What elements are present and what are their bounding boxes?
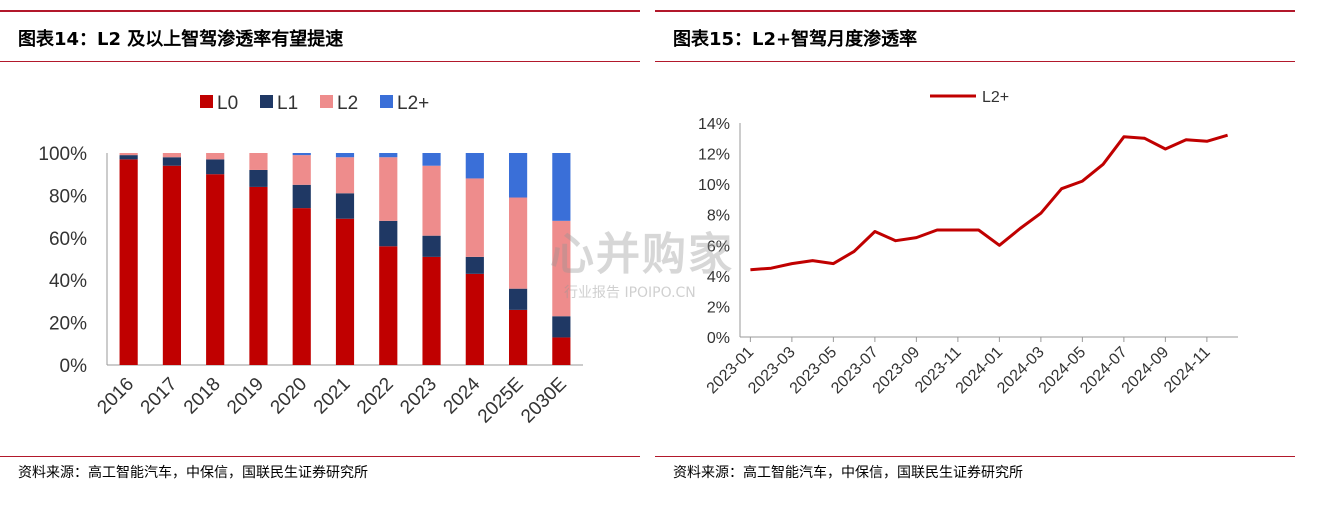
x-tick-label: 2022	[353, 374, 398, 419]
x-tick-label: 2017	[137, 374, 182, 419]
y-tick-label: 2%	[707, 299, 730, 316]
y-tick-label: 100%	[38, 144, 87, 165]
right-panel: 图表15：L2+智驾月度渗透率 0% 2% 4% 6% 8% 10% 12% 14% 2023-…	[655, 0, 1295, 510]
y-tick-label: 0%	[707, 330, 730, 347]
bar-segment-l2	[206, 153, 225, 160]
legend-swatch	[380, 95, 393, 108]
bar-segment-l2plus	[292, 153, 311, 156]
bar-segment-l2	[335, 157, 355, 194]
bar-segment-l1	[552, 316, 571, 338]
bar-segment-l2plus	[379, 153, 398, 158]
x-tick-label: 2024-11	[1161, 344, 1214, 397]
legend-swatch	[200, 95, 213, 108]
bar-segment-l2	[162, 153, 181, 158]
legend-label: L2+	[982, 89, 1009, 106]
bar-segment-l1	[249, 169, 268, 187]
bar-segment-l2	[509, 197, 528, 289]
bar-segment-l2plus	[465, 153, 484, 179]
bar-segment-l1	[292, 184, 311, 209]
y-tick-label: 4%	[707, 269, 730, 286]
bar-segment-l1	[162, 157, 181, 166]
stacked-bar-chart: 0%20%40%60%80%100%2016201720182019202020…	[38, 93, 583, 428]
bar-segment-l0	[206, 174, 225, 365]
x-tick-label: 2019	[223, 374, 268, 419]
bar-segment-l2plus	[552, 153, 571, 221]
legend-label: L1	[277, 93, 298, 114]
y-tick-label: 10%	[698, 177, 730, 194]
bar-segment-l0	[119, 159, 138, 365]
legend-label: L0	[217, 93, 238, 114]
bottom-rule	[0, 456, 640, 457]
source-note: 资料来源：高工智能汽车，中保信，国联民生证券研究所	[18, 465, 368, 481]
bar-segment-l1	[206, 159, 225, 175]
bar-segment-l1	[465, 256, 484, 274]
x-tick-label: 2016	[93, 374, 138, 419]
x-tick-label: 2021	[310, 374, 355, 419]
chart-title: 图表15：L2+智驾月度渗透率	[673, 29, 918, 50]
legend-label: L2+	[397, 93, 429, 114]
x-tick-label: 2025E	[474, 374, 528, 428]
chart-title: 图表14：L2 及以上智驾渗透率有望提速	[18, 29, 344, 50]
bar-segment-l0	[162, 165, 181, 365]
y-tick-label: 8%	[707, 208, 730, 225]
legend-label: L2	[337, 93, 358, 114]
bar-segment-l0	[552, 337, 571, 365]
bar-segment-l1	[119, 155, 138, 160]
x-tick-label: 2023	[396, 374, 441, 419]
legend-swatch	[320, 95, 333, 108]
x-tick-label: 2023-09	[870, 344, 924, 398]
x-tick-label: 2018	[180, 374, 225, 419]
bar-segment-l2plus	[422, 153, 441, 166]
x-tick-label: 2020	[267, 374, 312, 419]
x-tick-label: 2030E	[517, 374, 571, 428]
bar-segment-l2plus	[335, 153, 355, 158]
y-tick-label: 20%	[49, 314, 87, 335]
bar-segment-l1	[422, 235, 441, 257]
y-tick-label: 40%	[49, 271, 87, 292]
bar-segment-l0	[509, 309, 528, 365]
bar-segment-l0	[292, 208, 311, 365]
bar-segment-l1	[335, 193, 355, 219]
source-note: 资料来源：高工智能汽车，中保信，国联民生证券研究所	[673, 465, 1023, 481]
bar-segment-l2	[422, 165, 441, 236]
bottom-rule	[655, 456, 1295, 457]
y-tick-label: 12%	[698, 147, 730, 164]
bar-segment-l2	[249, 153, 268, 170]
x-tick-label: 2024-09	[1119, 344, 1173, 398]
bar-segment-l2	[119, 153, 138, 156]
bar-segment-l2	[379, 157, 398, 221]
y-tick-label: 0%	[60, 356, 88, 377]
line-chart: 0%2%4%6%8%10%12%14%2023-012023-032023-05…	[698, 89, 1238, 398]
y-tick-label: 80%	[49, 186, 87, 207]
top-rule	[655, 10, 1295, 12]
bar-segment-l1	[379, 220, 398, 247]
bar-segment-l0	[422, 256, 441, 365]
bar-segment-l0	[379, 246, 398, 365]
legend-swatch	[260, 95, 273, 108]
y-tick-label: 14%	[698, 116, 730, 133]
bar-segment-l0	[335, 218, 355, 365]
top-rule	[0, 10, 640, 12]
bar-segment-l2	[552, 220, 571, 317]
bar-segment-l2	[292, 155, 311, 185]
left-panel: 图表14：L2 及以上智驾渗透率有望提速 0% 20% 40% 60% 80% 100% 2…	[0, 0, 640, 510]
bar-segment-l1	[509, 288, 528, 310]
title-rule	[0, 61, 640, 62]
y-tick-label: 60%	[49, 229, 87, 250]
bar-segment-l2	[465, 178, 484, 257]
title-rule	[655, 61, 1295, 62]
bar-segment-l0	[465, 273, 484, 365]
series-line-l2plus	[750, 133, 1229, 272]
bar-segment-l0	[249, 186, 268, 365]
y-tick-label: 6%	[707, 238, 730, 255]
bar-segment-l2plus	[509, 153, 528, 198]
